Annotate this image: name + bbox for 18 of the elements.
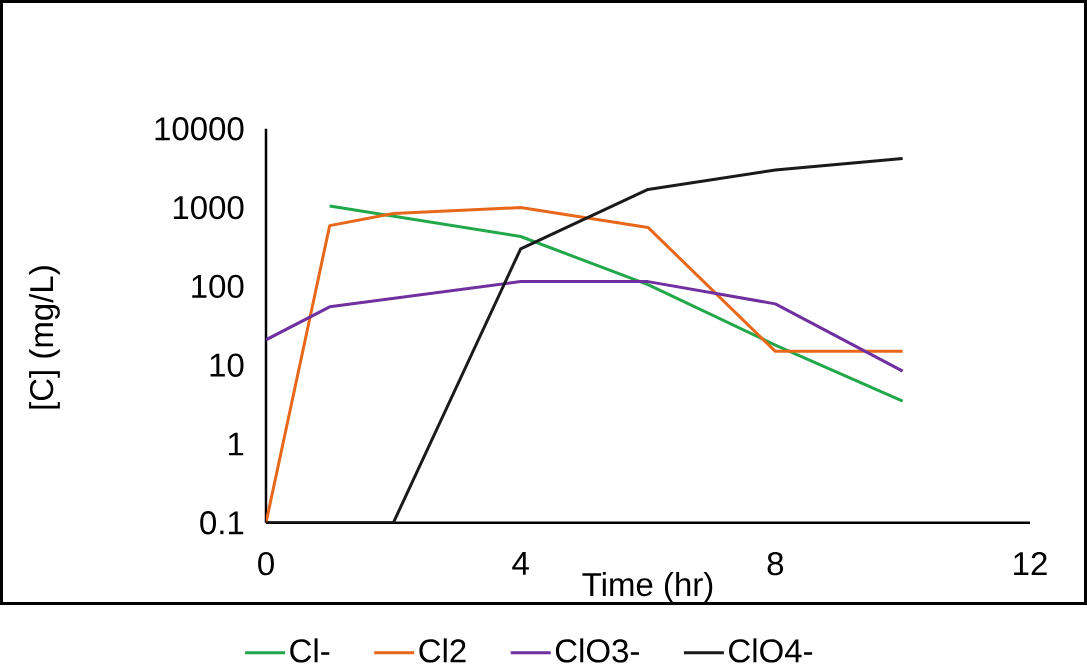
line-series xyxy=(328,204,905,403)
y-tick-label: 10 xyxy=(210,353,244,377)
x-tick-label: 8 xyxy=(767,551,784,576)
y-tick-label: 1 xyxy=(228,432,244,456)
x-axis-title: Time (hr) xyxy=(582,571,713,603)
y-tick-label: 100 xyxy=(192,274,244,298)
y-tick-label: 1000 xyxy=(173,195,244,220)
legend-label: Cl2 xyxy=(419,638,466,663)
legend-label: Cl- xyxy=(290,638,330,663)
line-series xyxy=(266,280,905,373)
legend-label: ClO3- xyxy=(555,638,639,663)
y-tick-label: 10000 xyxy=(155,117,244,141)
y-axis-title: [C] (mg/L) xyxy=(29,266,60,409)
legend-label: ClO4- xyxy=(729,638,813,663)
x-tick-label: 4 xyxy=(512,551,529,575)
y-tick-label: 0.1 xyxy=(200,511,244,535)
x-tick-label: 0 xyxy=(258,551,274,576)
x-tick-label: 12 xyxy=(1014,551,1047,575)
